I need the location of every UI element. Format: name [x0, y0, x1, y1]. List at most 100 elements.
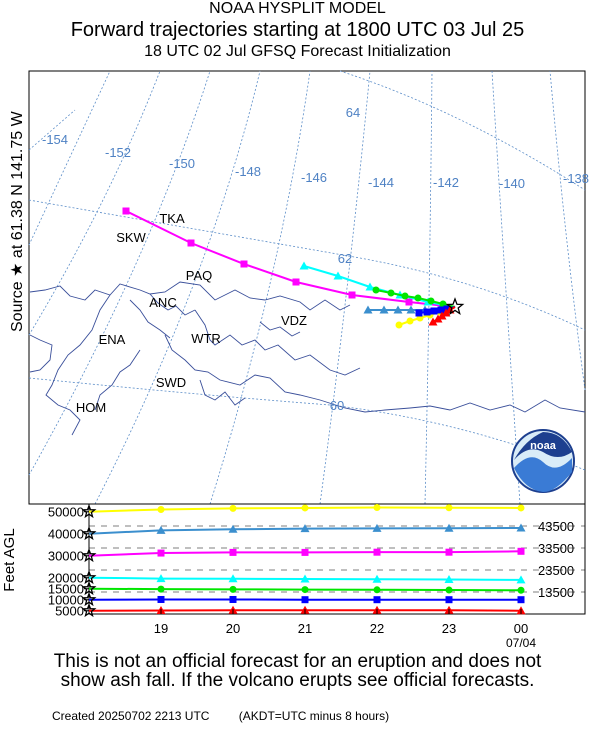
- trajectory-point: [372, 286, 380, 294]
- trajectory-point: [405, 298, 413, 306]
- height-start-star: [81, 569, 97, 585]
- y-tick-label: 20000: [48, 571, 84, 586]
- height-point: [445, 548, 453, 556]
- longitude-label: -154: [42, 132, 68, 147]
- height-point: [300, 574, 310, 583]
- latitude-label: 60: [330, 398, 344, 413]
- height-frame: [88, 503, 586, 615]
- longitude-label: -144: [368, 175, 394, 190]
- height-point: [445, 596, 453, 604]
- right-level-label: 43500: [538, 519, 574, 534]
- trajectory-point: [437, 311, 447, 320]
- height-point: [517, 596, 525, 604]
- height-point: [445, 586, 453, 594]
- place-label-swd: SWD: [156, 375, 186, 390]
- height-point: [157, 585, 165, 593]
- y-tick-label: 50000: [48, 505, 84, 520]
- height-start-star: [81, 547, 97, 563]
- trajectory-point: [415, 309, 423, 317]
- y-tick-label: 10000: [48, 593, 84, 608]
- trajectory-point: [379, 305, 389, 314]
- height-point: [156, 525, 166, 534]
- place-label-ena: ENA: [99, 332, 126, 347]
- longitude-label: -148: [235, 164, 261, 179]
- x-tick-label: 21: [298, 621, 312, 636]
- height-point: [301, 504, 309, 512]
- height-point: [157, 549, 165, 557]
- height-point: [517, 504, 525, 512]
- longitude-label: -138: [563, 171, 589, 186]
- height-start-star: [81, 602, 97, 618]
- trajectory-point: [365, 282, 375, 291]
- height-point: [517, 547, 525, 555]
- title-line-1: NOAA HYSPLIT MODEL: [209, 0, 386, 17]
- place-label-skw: SKW: [116, 230, 146, 245]
- height-point: [444, 574, 454, 583]
- place-label-wtr: WTR: [191, 331, 221, 346]
- noaa-logo: noaa: [511, 429, 575, 493]
- trajectory-point: [423, 308, 431, 316]
- height-point: [157, 506, 165, 513]
- trajectory-point: [401, 292, 409, 300]
- height-start-star: [81, 525, 97, 541]
- place-label-paq: PAQ: [186, 268, 213, 283]
- height-point: [517, 586, 525, 594]
- trajectory-point: [348, 291, 356, 299]
- trajectory-point: [240, 260, 248, 268]
- map-frame: [28, 70, 586, 505]
- coastline: [29, 281, 586, 436]
- trajectory-point: [406, 305, 416, 314]
- trajectory-point: [437, 306, 445, 314]
- height-point: [445, 504, 453, 512]
- trajectory-point: [427, 297, 435, 305]
- height-point: [373, 504, 381, 512]
- trajectory-point: [299, 261, 309, 270]
- created-timestamp: Created 20250702 2213 UTC: [52, 709, 210, 723]
- trajectory-point: [387, 289, 395, 297]
- y-tick-label: 15000: [48, 582, 84, 597]
- height-point: [444, 523, 454, 532]
- y-axis-label: Feet AGL: [1, 528, 18, 591]
- height-point: [516, 523, 526, 532]
- source-star: [445, 297, 465, 315]
- place-label-hom: HOM: [76, 400, 106, 415]
- trajectory-point: [433, 314, 443, 323]
- place-label-vdz: VDZ: [281, 313, 307, 328]
- height-point: [301, 596, 309, 604]
- y-tick-label: 30000: [48, 549, 84, 564]
- height-start-star: [81, 503, 97, 519]
- height-point: [301, 548, 309, 556]
- longitude-label: -142: [433, 175, 459, 190]
- height-point: [516, 575, 526, 584]
- longitude-label: -150: [169, 156, 195, 171]
- disclaimer-line-2: show ash fall. If the volcano erupts see…: [60, 670, 535, 691]
- x-tick-label: 19: [154, 621, 168, 636]
- longitude-label: -152: [105, 145, 131, 160]
- height-point: [229, 548, 237, 556]
- x-tick-label: 22: [370, 621, 384, 636]
- height-point: [229, 595, 237, 603]
- trajectory-point: [395, 321, 403, 329]
- trajectory-point: [428, 317, 438, 326]
- height-point: [372, 574, 382, 583]
- graticule: [28, 70, 586, 505]
- place-label-anc: ANC: [149, 295, 176, 310]
- latitude-label: 64: [346, 105, 360, 120]
- title-line-2: Forward trajectories starting at 1800 UT…: [70, 19, 525, 41]
- height-point: [156, 574, 166, 583]
- right-level-label: 33500: [538, 541, 574, 556]
- trajectory-point: [333, 271, 343, 280]
- title-line-3: 18 UTC 02 Jul GFSQ Forecast Initializati…: [144, 43, 451, 60]
- height-point: [300, 524, 310, 533]
- height-point: [373, 596, 381, 604]
- disclaimer-line-1: This is not an official forecast for an …: [53, 651, 542, 672]
- timezone-note: (AKDT=UTC minus 8 hours): [238, 709, 390, 723]
- height-point: [228, 574, 238, 583]
- height-start-star: [81, 580, 97, 596]
- height-point: [229, 504, 237, 512]
- trajectory-point: [292, 278, 300, 286]
- latitude-label: 62: [338, 251, 352, 266]
- trajectory-point: [430, 307, 438, 315]
- trajectory-point: [406, 317, 414, 325]
